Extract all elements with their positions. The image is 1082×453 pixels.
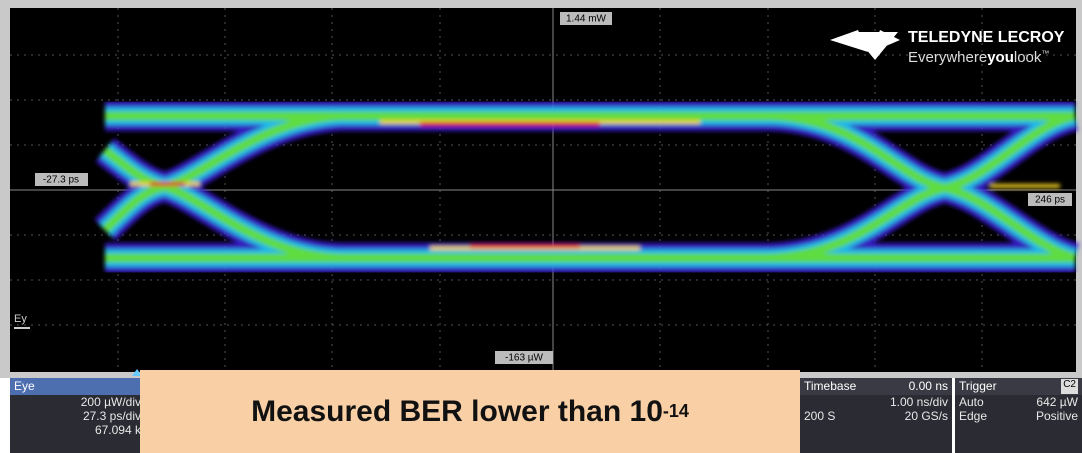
banner-exponent: -14 bbox=[662, 401, 689, 421]
panel-value: 20 GS/s bbox=[904, 409, 948, 423]
panel-value: Edge bbox=[959, 409, 988, 423]
marker-label: 1.44 mW bbox=[566, 14, 607, 25]
banner-text: Measured BER lower than 10 bbox=[251, 394, 663, 428]
trace-label: Ey bbox=[14, 313, 27, 325]
logo: TELEDYNE LECROY Everywhereyoulook™ bbox=[830, 29, 1065, 66]
panel-title: Trigger bbox=[959, 379, 997, 393]
panel-value: 67.094 k bbox=[94, 423, 141, 437]
logo-tagline: Everywhereyoulook™ bbox=[908, 49, 1049, 66]
tagline-part: Everywhere bbox=[908, 49, 987, 66]
channel-badge: C2 bbox=[1061, 379, 1078, 394]
tagline-part: look bbox=[1014, 49, 1042, 66]
panel-title: Timebase bbox=[804, 379, 857, 393]
marker-label: -163 µW bbox=[505, 353, 544, 364]
marker-label: 246 ps bbox=[1035, 195, 1065, 206]
panel-value: 27.3 ps/div bbox=[82, 409, 141, 423]
trigger-panel[interactable]: Trigger C2 Auto 642 µW Edge Positive bbox=[955, 378, 1082, 453]
panel-title: Eye bbox=[14, 379, 35, 393]
panel-value: 200 µW/div bbox=[80, 395, 141, 409]
tagline-part: you bbox=[987, 49, 1014, 66]
eye-diagram bbox=[94, 101, 1080, 273]
panel-value: 200 S bbox=[804, 409, 836, 423]
panel-value: 1.00 ns/div bbox=[889, 395, 948, 409]
panel-value: 0.00 ns bbox=[908, 379, 948, 393]
panel-value: Auto bbox=[959, 395, 984, 409]
tagline-part: ™ bbox=[1041, 49, 1049, 58]
timebase-panel[interactable]: Timebase 0.00 ns 1.00 ns/div 200 S 20 GS/s bbox=[800, 378, 952, 453]
eye-panel[interactable]: Eye 200 µW/div 27.3 ps/div 67.094 k bbox=[10, 378, 145, 453]
markers: 1.44 mW -27.3 ps 246 ps -163 µW Ey bbox=[14, 12, 1072, 364]
marker-label: -27.3 ps bbox=[43, 175, 79, 186]
panel-value: 642 µW bbox=[1036, 395, 1078, 409]
ber-banner: Measured BER lower than 10 -14 bbox=[140, 370, 800, 453]
panel-value: Positive bbox=[1035, 409, 1078, 423]
logo-brand: TELEDYNE LECROY bbox=[908, 29, 1065, 46]
